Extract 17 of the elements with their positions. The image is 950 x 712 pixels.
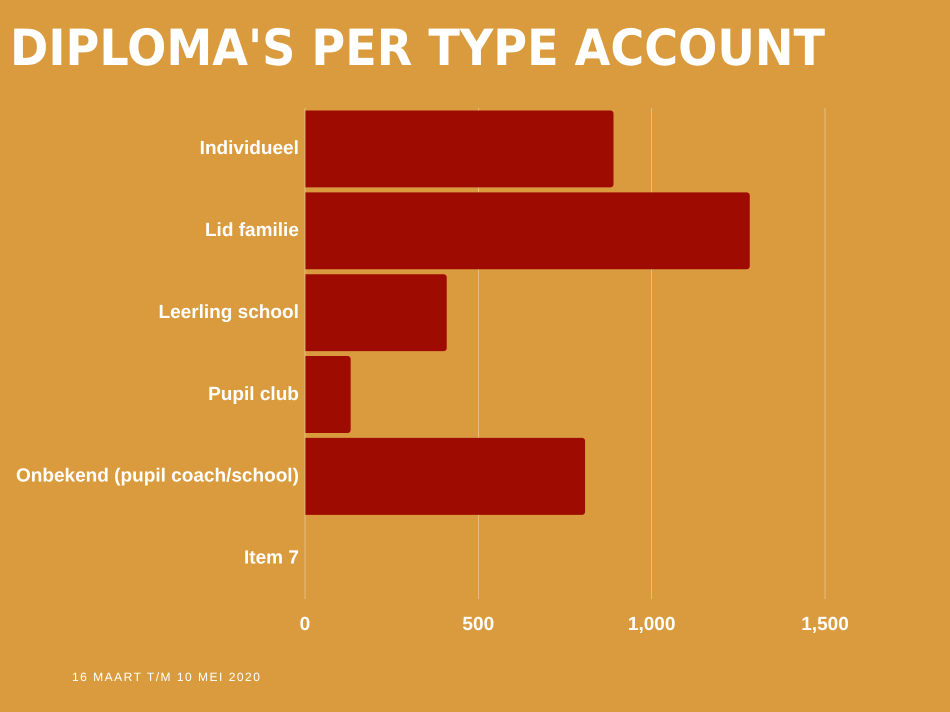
y-tick-label: Lid familie [204, 220, 299, 242]
x-tick-label: 0 [300, 614, 310, 635]
y-tick-label: Onbekend (pupil coach/school) [16, 466, 299, 487]
y-tick-label: Leerling school [158, 302, 299, 323]
x-tick-label: 500 [462, 614, 494, 635]
chart-title: DIPLOMA'S PER TYPE ACCOUNT [10, 19, 826, 78]
bar [305, 438, 586, 515]
y-tick-label: Pupil club [208, 384, 299, 405]
y-tick-label: Individueel [200, 138, 299, 160]
x-tick-label: 1,000 [628, 614, 676, 635]
bar [305, 192, 750, 270]
text: 16 MAART T/M 10 MEI 2020 [72, 670, 262, 684]
bar [305, 110, 614, 188]
y-tick-label: Item 7 [244, 548, 299, 568]
bar [305, 274, 447, 352]
bar [305, 356, 351, 434]
x-tick-label: 1,500 [801, 614, 849, 635]
